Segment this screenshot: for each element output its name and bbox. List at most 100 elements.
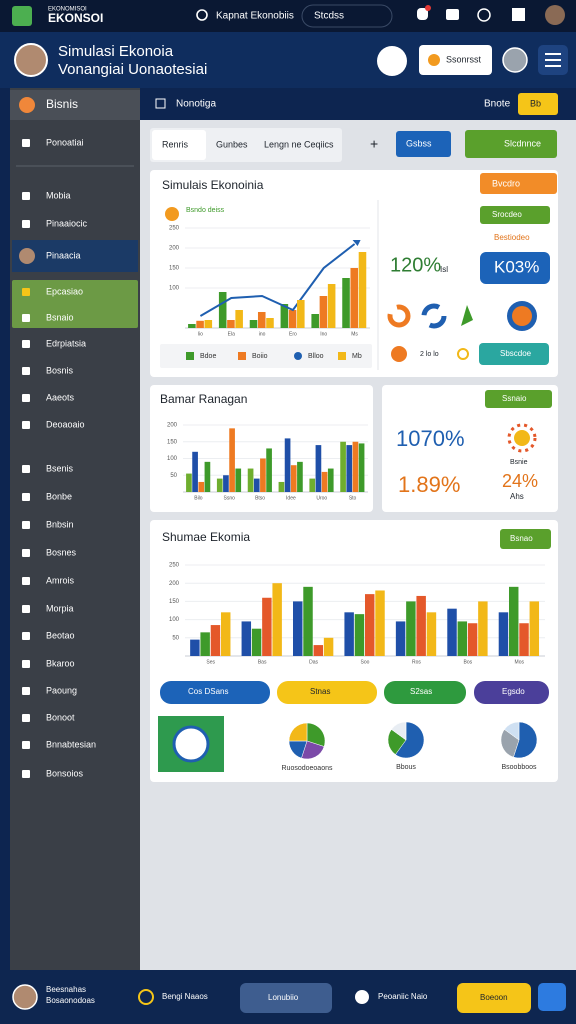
sidebar-icon — [22, 549, 30, 557]
footer-button-text[interactable]: Sbscdoe — [500, 349, 532, 358]
card-button-text[interactable]: Ssnaio — [502, 394, 527, 403]
sidebar-item[interactable]: Aaeots — [46, 392, 75, 402]
sidebar-item[interactable]: Bosnis — [46, 365, 74, 375]
bar — [346, 445, 353, 492]
search-field-text[interactable]: Stcdss — [314, 11, 344, 22]
pill[interactable] — [384, 681, 466, 704]
bell-icon[interactable] — [417, 8, 428, 20]
secondary-button[interactable] — [465, 130, 557, 158]
sidebar-icon — [22, 770, 30, 778]
pill[interactable] — [160, 681, 270, 704]
sidebar-item[interactable]: Pinaacia — [46, 250, 81, 260]
nav-item[interactable]: Boeoon — [480, 993, 508, 1002]
nav-pill[interactable] — [240, 983, 332, 1013]
stat-button-text[interactable]: Srocdeo — [492, 210, 522, 219]
card-button[interactable] — [485, 390, 552, 408]
secondary-button-text[interactable]: Slcdnnce — [504, 138, 541, 148]
primary-button-text[interactable]: Gsbss — [406, 138, 432, 148]
sidebar-item[interactable]: Amrois — [46, 575, 75, 585]
pill-text[interactable]: Egsdo — [502, 687, 525, 696]
tab[interactable]: Renris — [162, 139, 189, 149]
sidebar-item[interactable]: Bkaroo — [46, 658, 75, 668]
grid-icon[interactable] — [512, 8, 525, 21]
footer-button[interactable] — [479, 343, 549, 365]
bar — [198, 481, 205, 492]
x-tick-label: Ros — [412, 659, 421, 665]
nav-item[interactable]: Lonubiio — [268, 993, 299, 1002]
sidebar-item[interactable]: Pinaaiocic — [46, 218, 88, 228]
primary-button[interactable] — [396, 131, 451, 157]
search-text[interactable]: Kapnat Ekonobiis — [216, 11, 294, 22]
card-button[interactable] — [500, 529, 551, 549]
camera-icon[interactable] — [446, 9, 459, 20]
sidebar-item[interactable]: Deoaoaio — [46, 419, 85, 429]
card-button-text[interactable]: Bsnao — [510, 534, 533, 543]
sidebar-item[interactable]: Bnnabtesian — [46, 739, 96, 749]
clock-button[interactable] — [377, 46, 407, 76]
breadcrumb-right[interactable]: Bnote — [484, 99, 511, 110]
pill[interactable] — [474, 681, 549, 704]
sidebar-item[interactable]: Ponoatiai — [46, 137, 84, 147]
sidebar-top-text[interactable]: Bisnis — [46, 97, 78, 111]
y-tick-label: 200 — [167, 423, 178, 429]
tab[interactable]: Lengn ne Ceqiics — [264, 139, 334, 149]
user-avatar[interactable] — [545, 5, 565, 25]
active-tab[interactable] — [152, 130, 206, 160]
pill-text[interactable]: Stnas — [310, 687, 330, 696]
header-button[interactable] — [419, 45, 492, 75]
bar — [457, 621, 468, 656]
bottom-avatar[interactable] — [12, 984, 38, 1010]
y-tick-label: 100 — [169, 286, 180, 292]
add-tab[interactable]: + — [370, 136, 378, 152]
pill-text[interactable]: Cos DSans — [188, 687, 228, 696]
stat: 1070% — [396, 426, 465, 451]
card-button-text[interactable]: Bvcdro — [492, 178, 520, 188]
header-title: Simulasi Ekonoia — [58, 43, 174, 60]
sidebar-item[interactable]: Bonsoios — [46, 768, 84, 778]
sidebar-item[interactable]: Beotao — [46, 630, 75, 640]
bar — [311, 314, 319, 328]
sidebar-item[interactable]: Epcasiao — [46, 286, 83, 296]
bar — [280, 304, 289, 328]
y-tick-label: 200 — [169, 246, 180, 252]
x-tick-label: ino — [259, 331, 266, 337]
bar — [266, 448, 272, 492]
nav-item[interactable]: Bengi Naaos — [162, 992, 208, 1001]
sidebar-item[interactable]: Paoung — [46, 685, 77, 695]
nav-item[interactable]: Peoaniic Naio — [378, 992, 428, 1001]
bar — [190, 639, 200, 656]
sidebar-icon — [22, 714, 30, 722]
pill[interactable] — [277, 681, 377, 704]
card-title: Shumae Ekomia — [162, 530, 250, 544]
sidebar-item[interactable]: Bonbe — [46, 491, 72, 501]
sidebar-icon — [22, 367, 30, 375]
tab[interactable]: Gunbes — [216, 139, 248, 149]
bar — [188, 324, 196, 328]
search-field[interactable] — [301, 4, 393, 28]
sidebar-item[interactable]: Bosnes — [46, 547, 77, 557]
sidebar-item[interactable]: Bonoot — [46, 712, 75, 722]
sidebar-item[interactable]: Morpia — [46, 603, 74, 613]
sidebar-item[interactable]: Bsnaio — [46, 312, 74, 322]
header-avatar[interactable] — [502, 47, 528, 73]
breadcrumb-button-text[interactable]: Bb — [530, 98, 541, 108]
breadcrumb-button[interactable] — [518, 93, 558, 115]
pill-text[interactable]: S2sas — [410, 687, 432, 696]
sidebar-item[interactable]: Bsenis — [46, 463, 74, 473]
sidebar-item[interactable]: Bnbsin — [46, 519, 74, 529]
bar — [251, 628, 262, 656]
legend-label: Blloo — [308, 353, 324, 360]
bar — [313, 645, 324, 656]
bar — [426, 612, 437, 656]
header-button-text[interactable]: Ssonrsst — [446, 54, 482, 64]
card-button[interactable] — [480, 173, 557, 194]
sidebar-item[interactable]: Edrpiatsia — [46, 338, 86, 348]
sidebar-item[interactable]: Mobia — [46, 190, 71, 200]
clock-icon[interactable] — [477, 8, 491, 22]
bar — [478, 601, 488, 656]
stat-button[interactable] — [480, 206, 550, 224]
search-icon[interactable] — [196, 9, 208, 21]
nav-pill[interactable] — [457, 983, 531, 1013]
bar — [253, 478, 260, 492]
nav-button[interactable] — [538, 983, 566, 1011]
